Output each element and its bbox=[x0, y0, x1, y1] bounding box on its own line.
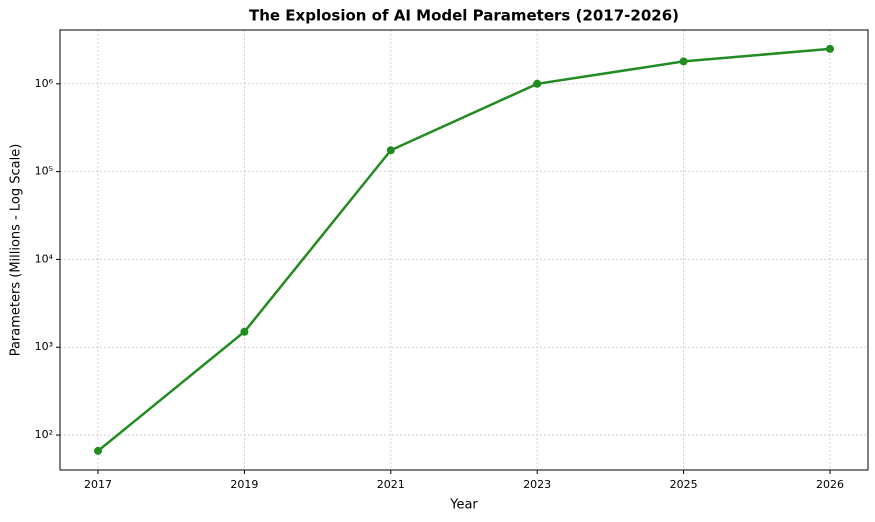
x-tick-label: 2025 bbox=[670, 478, 698, 491]
y-tick-label: 10⁶ bbox=[35, 77, 54, 90]
point bbox=[94, 446, 102, 455]
y-tick-label: 10⁵ bbox=[35, 165, 53, 178]
point bbox=[386, 146, 395, 155]
y-tick-label: 10⁴ bbox=[35, 252, 54, 265]
point bbox=[240, 327, 249, 336]
y-tick-label: 10² bbox=[35, 428, 53, 441]
point bbox=[533, 79, 542, 88]
point bbox=[826, 44, 834, 53]
x-tick-label: 2023 bbox=[523, 478, 551, 491]
x-tick-label: 2021 bbox=[377, 478, 405, 491]
chart-title: The Explosion of AI Model Parameters (20… bbox=[249, 7, 679, 25]
line bbox=[97, 47, 831, 452]
x-tick-label: 2019 bbox=[230, 478, 258, 491]
x-tick-label: 2017 bbox=[84, 478, 112, 491]
plot-frame bbox=[59, 29, 869, 471]
y-tick-label: 10³ bbox=[35, 340, 53, 353]
x-axis-label: Year bbox=[449, 498, 478, 513]
y-axis-label: Parameters (Millions - Log Scale) bbox=[9, 144, 24, 357]
x-tick-label: 2026 bbox=[816, 478, 844, 491]
point bbox=[679, 57, 688, 66]
